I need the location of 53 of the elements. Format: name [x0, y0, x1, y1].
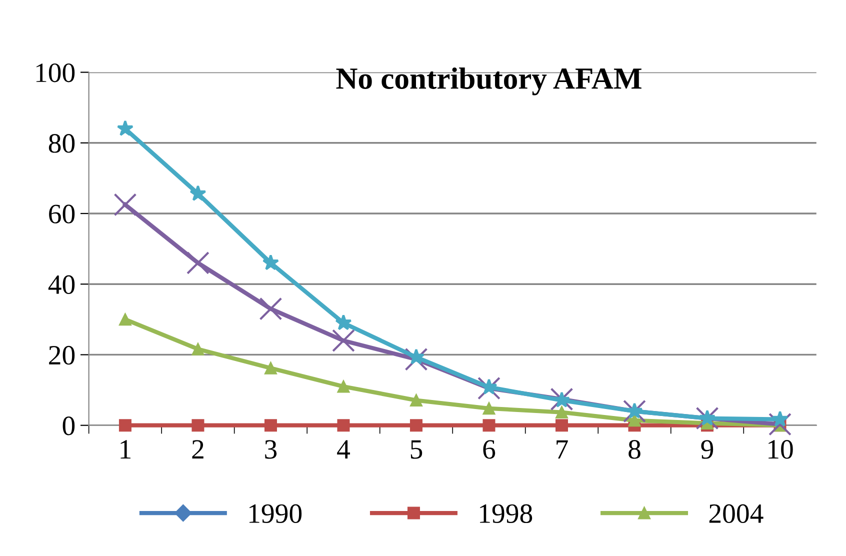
point	[192, 342, 204, 356]
point	[410, 419, 422, 432]
point	[186, 251, 210, 274]
point	[696, 406, 719, 430]
x-tick-label: 2	[192, 440, 204, 459]
y-tick-label: 60	[49, 204, 75, 224]
point	[553, 392, 570, 408]
point	[550, 388, 574, 411]
point	[335, 314, 352, 330]
point	[190, 185, 206, 201]
y-tick-label: 80	[48, 134, 75, 153]
point	[482, 402, 496, 415]
y-tick-label: 40	[48, 275, 75, 294]
point	[118, 313, 132, 326]
point	[192, 419, 204, 432]
point	[772, 410, 788, 427]
point	[626, 402, 643, 418]
x-tick-label: 9	[701, 440, 714, 459]
y-tick-label: 100	[36, 63, 75, 82]
x-tick-label: 3	[265, 440, 277, 459]
point	[555, 406, 568, 419]
point	[480, 378, 498, 394]
y-tick-label: 20	[49, 346, 75, 365]
point	[628, 414, 641, 427]
legend-label: 1990	[250, 504, 302, 524]
point	[114, 193, 137, 216]
x-tick-label: 8	[628, 440, 640, 459]
point	[623, 400, 646, 423]
legend-label: 1998	[480, 504, 532, 524]
point	[116, 120, 134, 136]
point	[337, 419, 350, 432]
point	[337, 380, 350, 393]
x-tick-label: 6	[483, 440, 496, 459]
x-tick-label: 7	[556, 440, 568, 459]
x-tick-label: 4	[337, 440, 350, 459]
point	[262, 254, 280, 270]
point	[332, 329, 355, 352]
chart-title: No contributory AFAM	[336, 67, 642, 96]
point	[118, 419, 132, 432]
point	[768, 412, 792, 436]
point	[555, 419, 568, 432]
point	[259, 297, 282, 320]
point	[482, 419, 496, 432]
point	[698, 410, 716, 426]
x-tick-label: 10	[768, 440, 793, 459]
legend-label: 2004	[709, 504, 764, 524]
point	[264, 419, 277, 432]
x-tick-label: 1	[120, 440, 130, 459]
point	[410, 394, 422, 407]
point	[264, 362, 277, 374]
x-tick-label: 5	[410, 440, 422, 459]
y-tick-label: 0	[62, 416, 75, 436]
point	[408, 348, 425, 364]
